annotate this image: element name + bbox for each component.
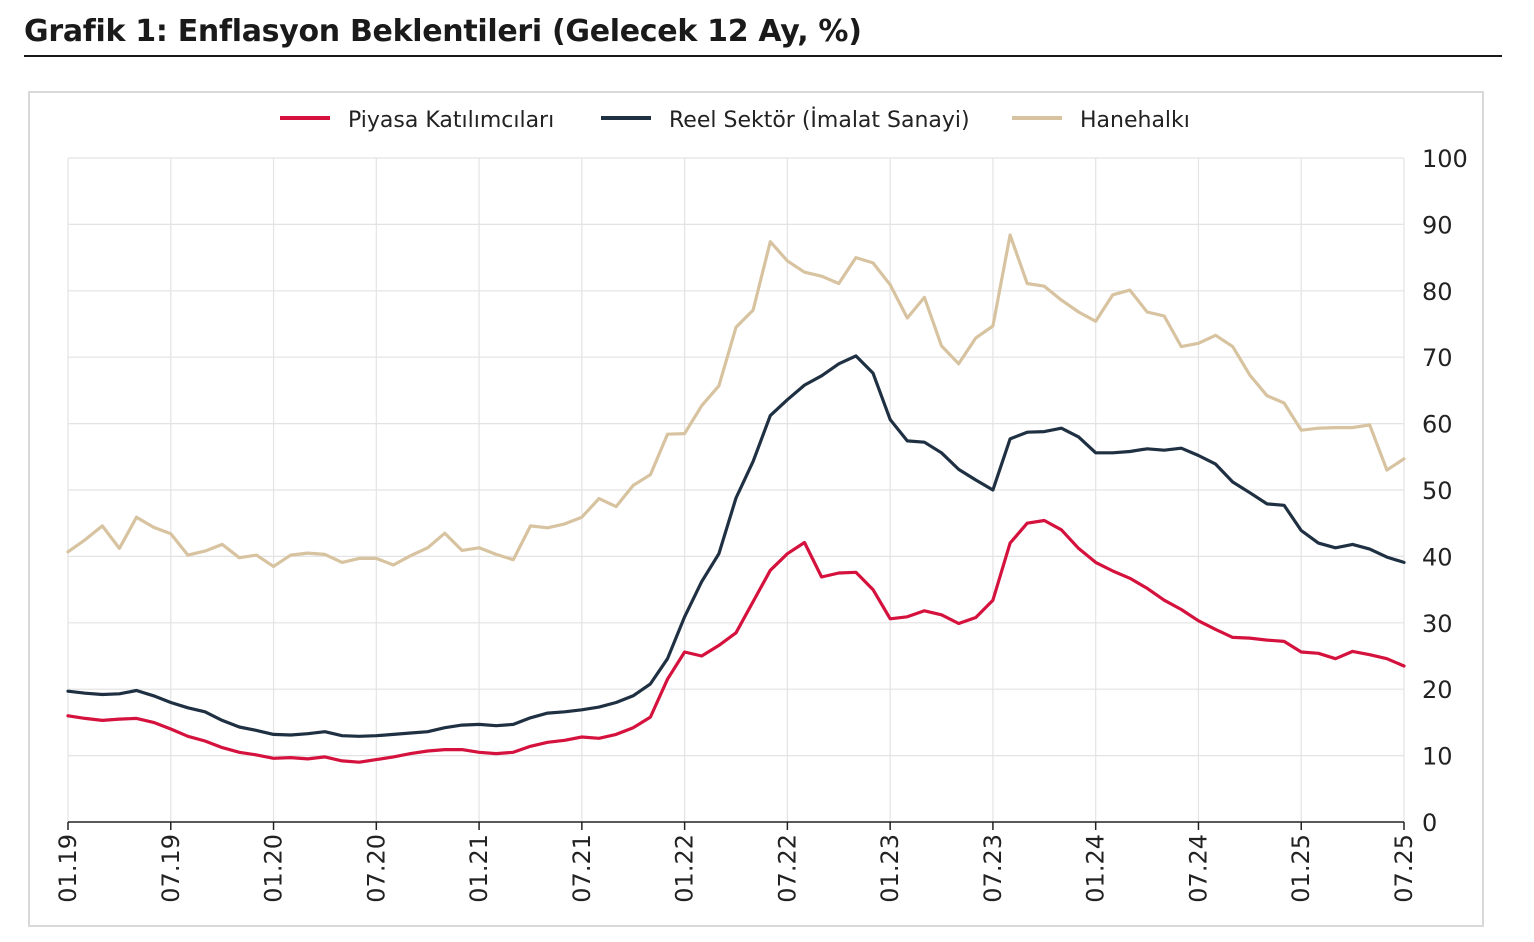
legend-label: Hanehalkı	[1080, 108, 1190, 133]
series-line-2	[66, 233, 1406, 569]
x-tick-label: 07.22	[773, 834, 801, 903]
series-line-1	[66, 354, 1406, 738]
x-tick-label: 01.22	[671, 834, 699, 903]
chart-frame	[28, 91, 1484, 927]
y-tick-label: 0	[1422, 809, 1437, 837]
y-tick-label: 30	[1422, 610, 1453, 638]
x-tick-label: 01.19	[54, 834, 82, 903]
x-tick-label: 01.24	[1082, 834, 1110, 903]
y-tick-label: 50	[1422, 477, 1453, 505]
y-tick-label: 60	[1422, 411, 1453, 439]
x-tick-label: 07.19	[157, 834, 185, 903]
x-tick-label: 01.20	[260, 834, 288, 903]
x-tick-label: 07.25	[1390, 834, 1418, 903]
y-tick-label: 80	[1422, 278, 1453, 306]
x-tick-label: 07.20	[362, 834, 390, 903]
page-title: Grafik 1: Enflasyon Beklentileri (Gelece…	[24, 14, 862, 49]
y-tick-label: 100	[1422, 145, 1468, 173]
x-tick-label: 01.25	[1287, 834, 1315, 903]
title-underline	[24, 55, 1502, 57]
y-tick-label: 10	[1422, 743, 1453, 771]
x-tick-label: 01.21	[465, 834, 493, 903]
x-tick-label: 07.24	[1184, 834, 1212, 903]
y-tick-label: 90	[1422, 211, 1453, 239]
x-tick-label: 07.21	[568, 834, 596, 903]
legend-label: Piyasa Katılımcıları	[348, 108, 554, 133]
y-tick-label: 40	[1422, 543, 1453, 571]
legend-label: Reel Sektör (İmalat Sanayi)	[669, 107, 970, 133]
y-tick-label: 20	[1422, 676, 1453, 704]
x-tick-label: 01.23	[876, 834, 904, 903]
y-tick-label: 70	[1422, 344, 1453, 372]
series-line-0	[66, 518, 1406, 764]
x-tick-label: 07.23	[979, 834, 1007, 903]
